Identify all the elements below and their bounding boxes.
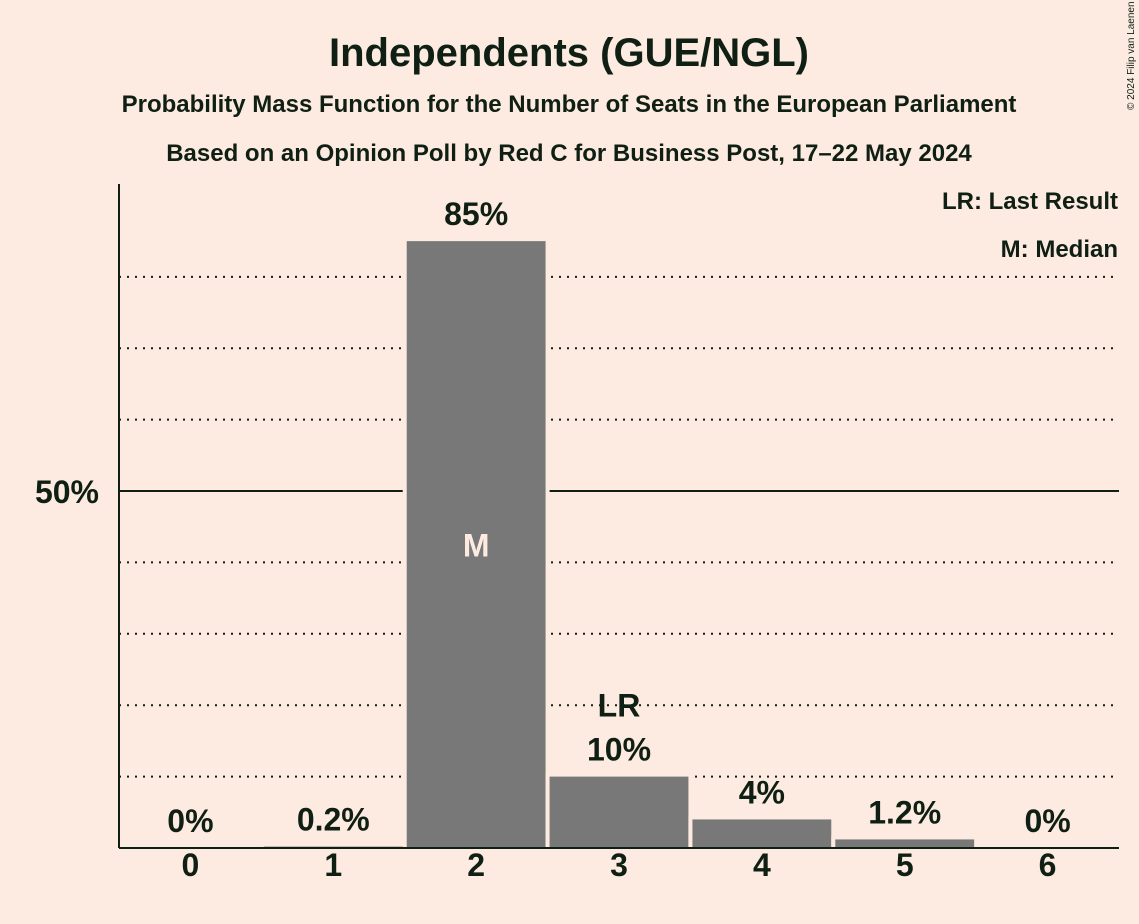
x-tick-label: 0 [182,847,200,883]
chart-title: Independents (GUE/NGL) [329,31,809,75]
data-label: 4% [739,774,785,810]
x-tick-label: 6 [1039,847,1057,883]
x-tick-label: 5 [896,847,914,883]
gridlines [119,275,1119,778]
bar-gap [259,842,407,848]
bar [549,776,689,848]
data-label: 0.2% [297,802,370,838]
bar [406,241,546,848]
median-marker: M [463,528,490,564]
x-tick-label: 2 [467,847,485,883]
x-tick-label: 1 [324,847,342,883]
x-tick-label: 4 [753,847,771,883]
copyright-text: © 2024 Filip van Laenen [1126,1,1137,110]
data-label: 0% [167,803,213,839]
data-label: 85% [444,196,508,232]
bar-labels: 0% 0.2% 85% M 10% LR 4% 1.2% 0% [167,196,1070,839]
data-label: 10% [587,732,651,768]
y-tick-label: 50% [35,474,99,510]
data-label: 0% [1024,803,1070,839]
bars [259,237,979,848]
last-result-marker: LR [598,688,641,724]
legend-last-result: LR: Last Result [942,188,1118,215]
chart-subtitle: Probability Mass Function for the Number… [122,91,1017,118]
chart-subtitle-source: Based on an Opinion Poll by Red C for Bu… [166,140,972,167]
axes: 50% 0 1 2 3 4 5 6 [35,184,1119,883]
data-label: 1.2% [868,794,941,830]
bar [692,819,832,848]
bar [835,839,975,848]
legend-median: M: Median [1001,236,1118,263]
x-tick-label: 3 [610,847,628,883]
